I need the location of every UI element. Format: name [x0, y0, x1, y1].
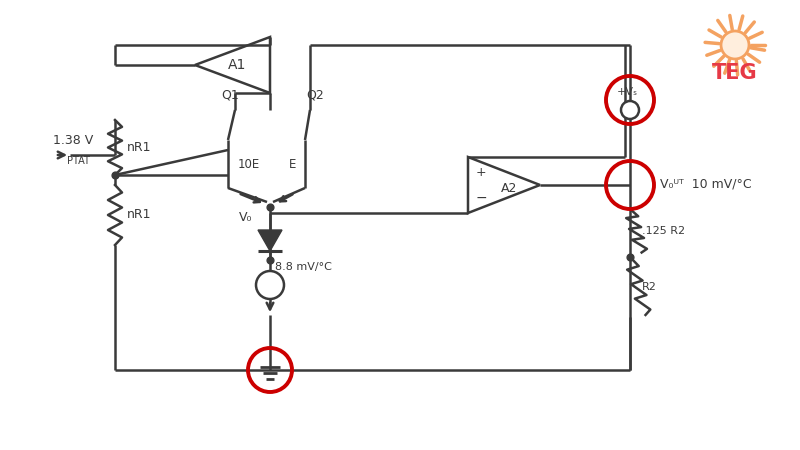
Text: 10E: 10E [238, 158, 260, 171]
Text: TEG: TEG [712, 63, 758, 83]
Text: 1.38 V: 1.38 V [53, 134, 94, 147]
Text: .125 R2: .125 R2 [642, 226, 685, 237]
Circle shape [256, 271, 284, 299]
Text: A2: A2 [501, 183, 517, 195]
Circle shape [621, 101, 639, 119]
Text: −: − [476, 191, 488, 205]
Text: V₀ᵁᵀ  10 mV/°C: V₀ᵁᵀ 10 mV/°C [660, 177, 752, 190]
Text: +: + [476, 166, 486, 179]
Text: R2: R2 [642, 282, 657, 292]
Circle shape [721, 31, 749, 59]
Text: Q2: Q2 [306, 89, 324, 102]
Text: Q1: Q1 [221, 89, 239, 102]
Text: +: + [626, 104, 634, 114]
Text: V₀: V₀ [238, 211, 252, 224]
Text: i: i [268, 279, 272, 292]
Text: nR1: nR1 [127, 208, 151, 221]
Text: E: E [289, 158, 296, 171]
Polygon shape [258, 230, 282, 251]
Text: +Vₛ: +Vₛ [617, 87, 638, 97]
Text: PTAT: PTAT [67, 156, 90, 166]
Text: 8.8 mV/°C: 8.8 mV/°C [275, 262, 332, 272]
Text: A1: A1 [228, 58, 246, 72]
Text: nR1: nR1 [127, 141, 151, 154]
